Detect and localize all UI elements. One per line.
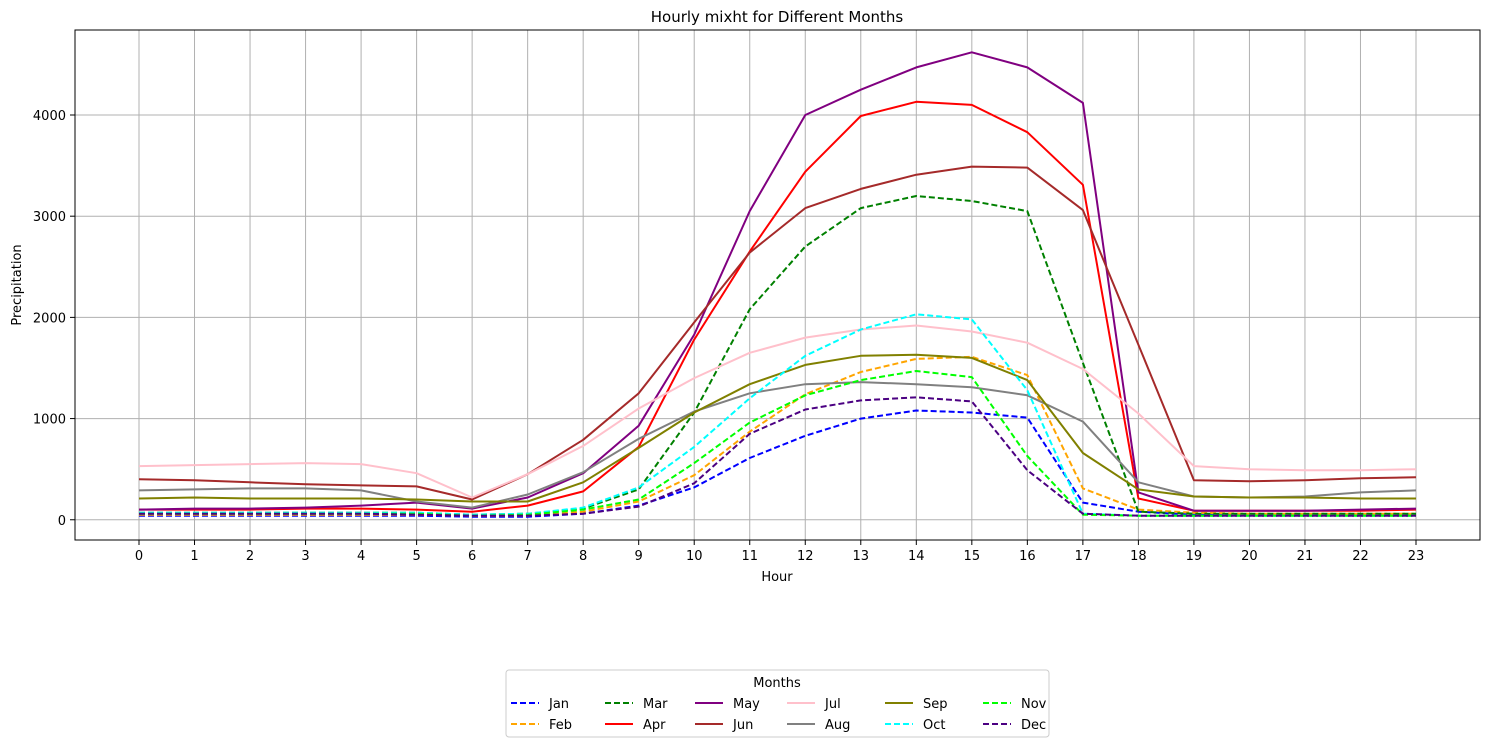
legend-item-jan: Jan bbox=[511, 697, 569, 712]
y-tick-label: 2000 bbox=[33, 311, 66, 326]
x-tick-label: 20 bbox=[1241, 549, 1258, 564]
x-tick-label: 21 bbox=[1297, 549, 1314, 564]
series-line-dec bbox=[139, 396, 1416, 517]
legend-label: Sep bbox=[923, 697, 948, 712]
x-tick-label: 14 bbox=[908, 549, 925, 564]
y-tick-label: 0 bbox=[58, 514, 66, 529]
plot-frame bbox=[74, 29, 1481, 541]
x-tick-label: 9 bbox=[635, 549, 643, 564]
x-tick-label: 12 bbox=[797, 549, 814, 564]
legend-item-apr: Apr bbox=[605, 718, 666, 733]
x-tick-label: 15 bbox=[964, 549, 981, 564]
legend-label: Mar bbox=[643, 697, 668, 712]
legend-label: Dec bbox=[1021, 718, 1046, 733]
legend-item-dec: Dec bbox=[983, 718, 1046, 733]
legend-item-jul: Jul bbox=[787, 697, 841, 712]
legend-label: Jun bbox=[732, 718, 753, 733]
x-tick-label: 3 bbox=[301, 549, 309, 564]
x-axis-ticks: 0 1 2 3 4 5 6 7 8 9 10 11 12 13 14 15 16 17 18 19 20 21 22 23 bbox=[135, 540, 1424, 564]
series-line-sep bbox=[138, 353, 1416, 503]
legend-title: Months bbox=[753, 676, 801, 691]
x-tick-label: 16 bbox=[1019, 549, 1036, 564]
x-axis-label: Hour bbox=[761, 570, 793, 585]
x-tick-label: 1 bbox=[190, 549, 198, 564]
legend-label: May bbox=[733, 697, 760, 712]
x-tick-label: 4 bbox=[357, 549, 365, 564]
y-tick-label: 4000 bbox=[33, 109, 66, 124]
x-tick-label: 0 bbox=[135, 549, 143, 564]
x-tick-label: 17 bbox=[1075, 549, 1092, 564]
y-axis-ticks: 0 1000 2000 3000 4000 bbox=[33, 109, 75, 529]
x-tick-label: 8 bbox=[579, 549, 587, 564]
legend-label: Feb bbox=[549, 718, 572, 733]
legend-item-mar: Mar bbox=[605, 697, 668, 712]
series-line-jul bbox=[138, 324, 1417, 499]
y-axis-label: Precipitation bbox=[10, 244, 25, 325]
x-tick-label: 22 bbox=[1352, 549, 1369, 564]
legend-label: Jan bbox=[548, 697, 569, 712]
legend-item-sep: Sep bbox=[885, 697, 948, 712]
y-tick-label: 1000 bbox=[33, 413, 66, 428]
x-tick-label: 23 bbox=[1408, 549, 1425, 564]
x-tick-label: 2 bbox=[246, 549, 254, 564]
x-tick-label: 11 bbox=[741, 549, 758, 564]
x-tick-label: 5 bbox=[412, 549, 420, 564]
legend-label: Jul bbox=[824, 697, 841, 712]
plot-lines bbox=[138, 51, 1417, 518]
x-tick-label: 19 bbox=[1186, 549, 1203, 564]
legend-item-aug: Aug bbox=[787, 718, 850, 733]
x-tick-label: 7 bbox=[524, 549, 532, 564]
y-tick-label: 3000 bbox=[33, 210, 66, 225]
legend-label: Oct bbox=[923, 718, 945, 733]
legend-item-jun: Jun bbox=[695, 718, 753, 733]
legend-items: Jan Feb Mar Apr May Jun Jul Aug Sep Oct Nov Dec bbox=[511, 697, 1047, 733]
legend-item-nov: Nov bbox=[983, 697, 1047, 712]
x-tick-label: 10 bbox=[686, 549, 703, 564]
chart-title: Hourly mixht for Different Months bbox=[651, 8, 904, 26]
legend-item-may: May bbox=[695, 697, 760, 712]
legend-item-feb: Feb bbox=[511, 718, 572, 733]
x-tick-label: 13 bbox=[853, 549, 870, 564]
legend-item-oct: Oct bbox=[885, 718, 945, 733]
x-tick-label: 18 bbox=[1130, 549, 1147, 564]
grid bbox=[75, 30, 1480, 540]
legend-label: Nov bbox=[1021, 697, 1047, 712]
legend: Months Jan Feb Mar Apr May Jun Jul Aug Sep Oct Nov… bbox=[505, 669, 1050, 738]
legend-box bbox=[505, 669, 1050, 738]
legend-label: Aug bbox=[825, 718, 850, 733]
x-tick-label: 6 bbox=[468, 549, 476, 564]
series-line-may bbox=[138, 51, 1417, 512]
legend-label: Apr bbox=[643, 718, 666, 733]
series-line-jun bbox=[138, 165, 1417, 501]
